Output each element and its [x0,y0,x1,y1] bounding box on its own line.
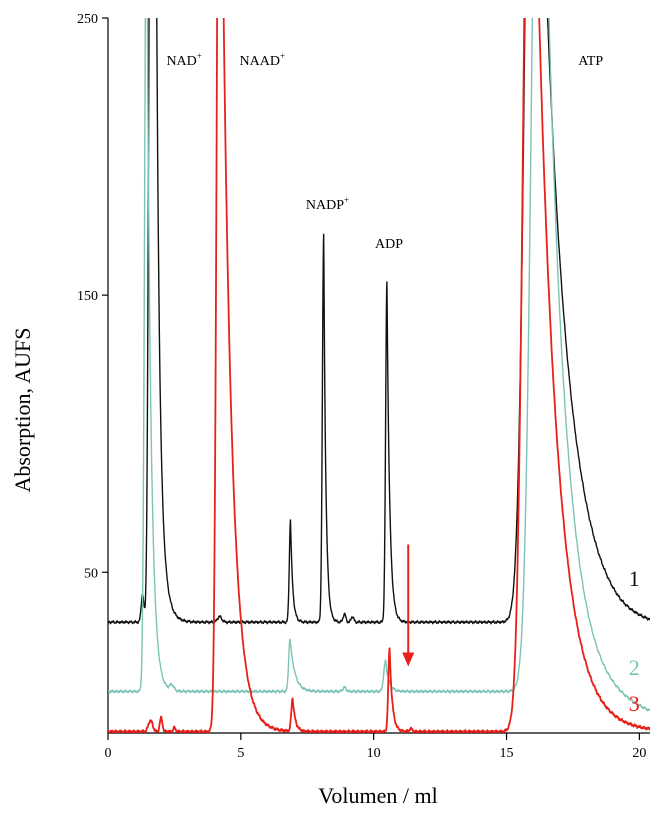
peak-label-nad: NAD+ [166,51,201,69]
peak-label-adp: ADP [375,237,403,252]
annotation-arrow-head [402,652,415,667]
x-axis-title: Volumen / ml [318,783,437,808]
series-line-3 [108,18,650,733]
peak-label-nadp: NADP+ [306,195,349,213]
peak-label-atp: ATP [578,54,603,69]
series-line-2 [108,18,650,712]
y-tick-label-2: 250 [77,12,98,27]
peak-labels: NAD+ NAAD+ NADP+ ADP ATP 1 2 3 [166,51,639,716]
series-tag-1: 1 [629,566,640,591]
traces [108,18,650,733]
series-line-1 [108,18,650,625]
y-axis-title: Absorption, AUFS [10,327,35,492]
y-tick-label-0: 50 [84,566,98,581]
y-tick-label-1: 150 [77,289,98,304]
x-tick-label-1: 5 [237,746,244,761]
x-tick-label-4: 20 [632,746,646,761]
peak-label-naad: NAAD+ [240,51,286,69]
x-tick-label-3: 15 [500,746,514,761]
series-tag-2: 2 [629,655,640,680]
x-tick-label-0: 0 [105,746,112,761]
x-tick-label-2: 10 [367,746,381,761]
series-tag-3: 3 [629,691,640,716]
